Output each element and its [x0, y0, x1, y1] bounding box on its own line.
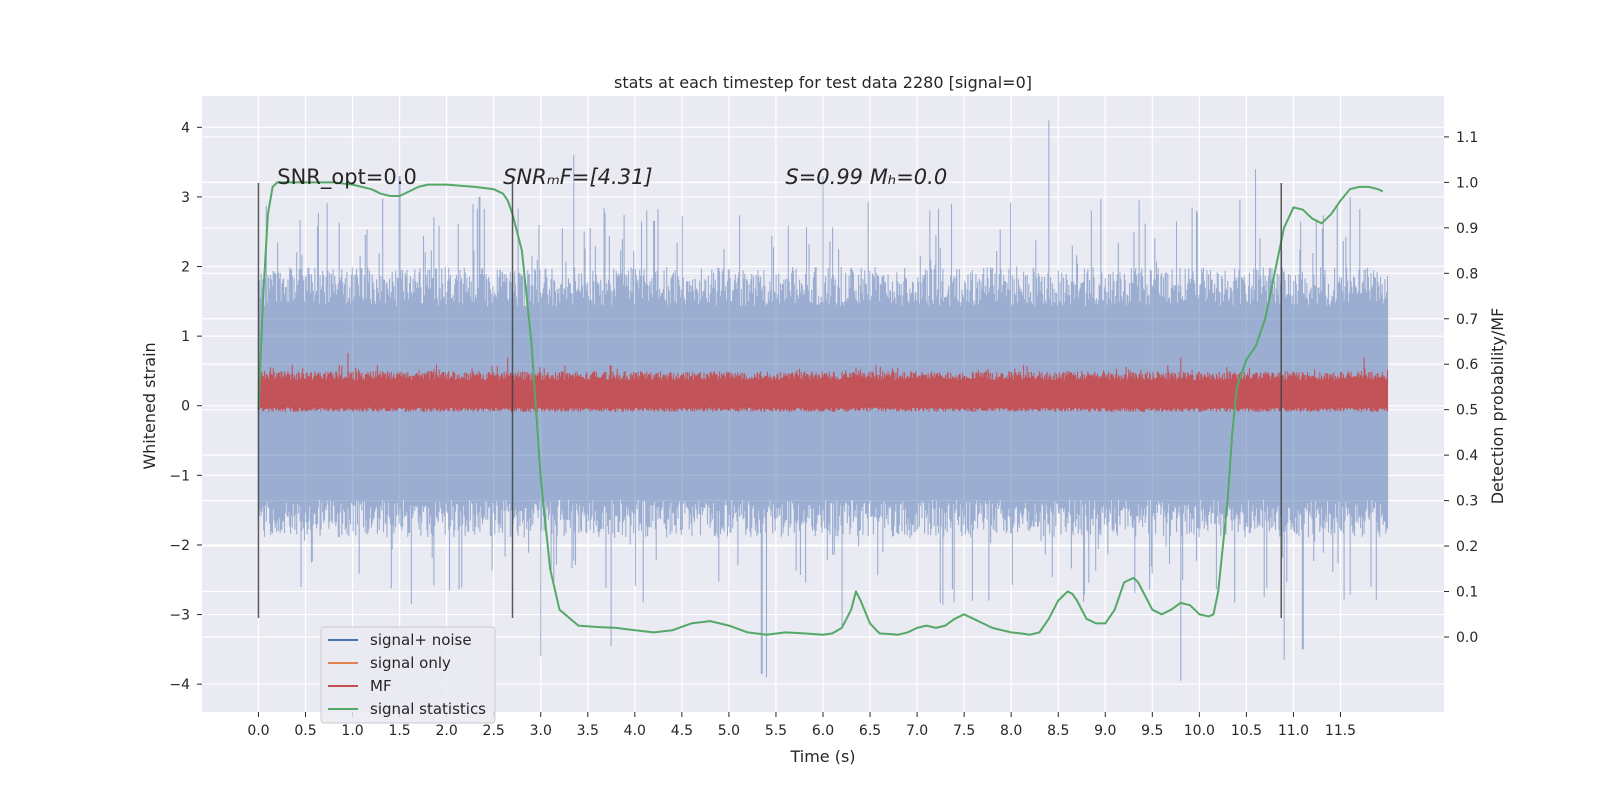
x-tick-label: 5.5	[765, 723, 787, 739]
y2-axis-label: Detection probability/MF	[1488, 308, 1507, 505]
y2-tick-label: 0.7	[1456, 312, 1478, 328]
y2-tick-label: 0.1	[1456, 585, 1478, 601]
x-tick-label: 2.5	[483, 723, 505, 739]
y-tick-label: 2	[181, 260, 190, 276]
x-tick-label: 10.5	[1231, 723, 1262, 739]
x-axis-label: Time (s)	[789, 747, 855, 766]
x-tick-label: 0.5	[294, 723, 316, 739]
annotation-0: SNR_opt=0.0	[277, 165, 417, 190]
tick-labels: 0.0 0.5 1.0 1.5 2.0 2.5 3.0 3.5 4.0 4.5 5.0 5.5 6.0 6…	[169, 120, 1478, 739]
x-tick-label: 8.5	[1047, 723, 1069, 739]
legend-label-signal-only: signal only	[370, 654, 451, 672]
y-tick-label: 4	[181, 120, 190, 136]
y2-tick-label: 0.2	[1456, 539, 1478, 555]
x-tick-label: 0.0	[247, 723, 269, 739]
x-tick-label: 10.0	[1184, 723, 1215, 739]
x-tick-label: 4.0	[624, 723, 646, 739]
x-tick-label: 11.0	[1278, 723, 1309, 739]
x-tick-label: 4.5	[671, 723, 693, 739]
y2-tick-label: 0.3	[1456, 494, 1478, 510]
y2-tick-label: 0.8	[1456, 266, 1478, 282]
x-tick-label: 6.0	[812, 723, 834, 739]
legend-label-mf: MF	[370, 677, 392, 695]
y2-tick-label: 1.1	[1456, 130, 1478, 146]
y2-tick-label: 0.4	[1456, 448, 1478, 464]
annotation-1: SNRₘF=[4.31]	[503, 165, 653, 189]
y-tick-label: 0	[181, 399, 190, 415]
legend-label-signal-noise: signal+ noise	[370, 631, 472, 649]
line-layer	[257, 181, 1384, 636]
x-tick-label: 8.0	[1000, 723, 1022, 739]
vline-layer	[257, 183, 1282, 619]
y-tick-label: 3	[181, 190, 190, 206]
annotations: SNR_opt=0.0 SNRₘF=[4.31] S=0.99 Mₕ=0.0	[277, 165, 947, 190]
x-tick-label: 7.5	[953, 723, 975, 739]
y-tick-label: −4	[169, 677, 190, 693]
y2-tick-label: 0.0	[1456, 630, 1478, 646]
y-tick-label: −3	[169, 608, 190, 624]
x-tick-label: 9.5	[1141, 723, 1163, 739]
annotation-2: S=0.99 Mₕ=0.0	[785, 165, 947, 189]
y2-tick-label: 0.6	[1456, 357, 1478, 373]
chart-title: stats at each timestep for test data 228…	[614, 73, 1032, 92]
x-tick-label: 2.0	[436, 723, 458, 739]
x-tick-label: 1.5	[388, 723, 410, 739]
x-tick-label: 11.5	[1325, 723, 1356, 739]
y2-tick-label: 1.0	[1456, 175, 1478, 191]
x-tick-label: 6.5	[859, 723, 881, 739]
x-tick-label: 9.0	[1094, 723, 1116, 739]
x-tick-label: 3.5	[577, 723, 599, 739]
series-signal-statistics	[257, 181, 1384, 636]
x-tick-label: 5.0	[718, 723, 740, 739]
y-tick-label: −2	[169, 538, 190, 554]
y-axis-label: Whitened strain	[140, 342, 159, 469]
legend: signal+ noise signal only MF signal stat…	[320, 626, 496, 724]
y-tick-label: −1	[169, 468, 190, 484]
x-tick-label: 7.0	[906, 723, 928, 739]
legend-box	[320, 626, 496, 724]
legend-label-signal-statistics: signal statistics	[370, 700, 486, 718]
x-tick-label: 1.0	[341, 723, 363, 739]
y2-tick-label: 0.5	[1456, 403, 1478, 419]
y-tick-label: 1	[181, 329, 190, 345]
y2-tick-label: 0.9	[1456, 221, 1478, 237]
x-tick-label: 3.0	[530, 723, 552, 739]
